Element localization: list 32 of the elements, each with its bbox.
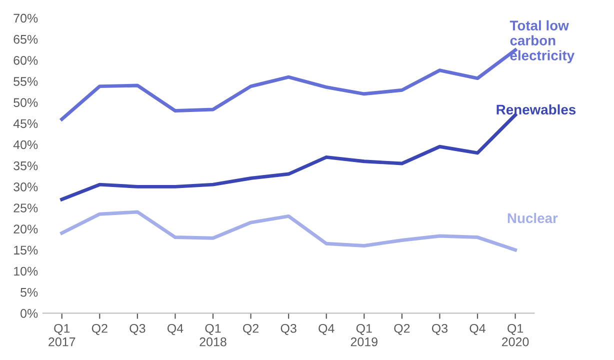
x-tick-label: Q3 <box>432 324 448 336</box>
x-tick-label: Q2 <box>92 324 108 336</box>
y-tick-label: 55% <box>14 77 38 86</box>
y-tick-label: 50% <box>14 98 38 107</box>
y-tick-label: 35% <box>14 161 38 170</box>
line-series <box>60 113 518 202</box>
x-tick-label: Q2 <box>243 324 259 336</box>
series-label: Total low carbon electricity <box>510 20 575 64</box>
y-tick-label: 70% <box>14 14 38 23</box>
x-tick-label: Q4 <box>167 324 184 336</box>
y-tick-label: 45% <box>13 119 38 128</box>
x-tick-label: Q3 <box>130 324 146 336</box>
y-tick-label: 10% <box>14 266 38 276</box>
x-tick-label: Q4 <box>470 324 486 336</box>
y-tick-label: 65% <box>14 34 38 44</box>
y-tick-label: 0% <box>20 309 38 318</box>
y-tick-label: 5% <box>20 288 38 297</box>
y-tick-label: 25% <box>14 204 38 212</box>
x-tick-label: Q2 <box>394 324 410 336</box>
y-tick-label: 15% <box>14 246 38 255</box>
x-tick-label: Q4 <box>318 324 334 336</box>
x-tick-label: Q1 2018 <box>200 324 226 346</box>
x-tick-label: Q3 <box>280 324 296 336</box>
x-tick-label: Q1 2020 <box>502 324 529 346</box>
y-tick-label: 30% <box>14 182 38 192</box>
series-label: Nuclear <box>508 212 558 224</box>
x-tick-label: Q1 2019 <box>350 324 378 346</box>
x-tick-label: Q1 2017 <box>48 324 76 346</box>
series-label: Renewables <box>496 104 576 115</box>
y-tick-label: 60% <box>14 56 38 65</box>
y-tick-label: 20% <box>14 224 38 234</box>
y-tick-label: 40% <box>13 140 38 150</box>
